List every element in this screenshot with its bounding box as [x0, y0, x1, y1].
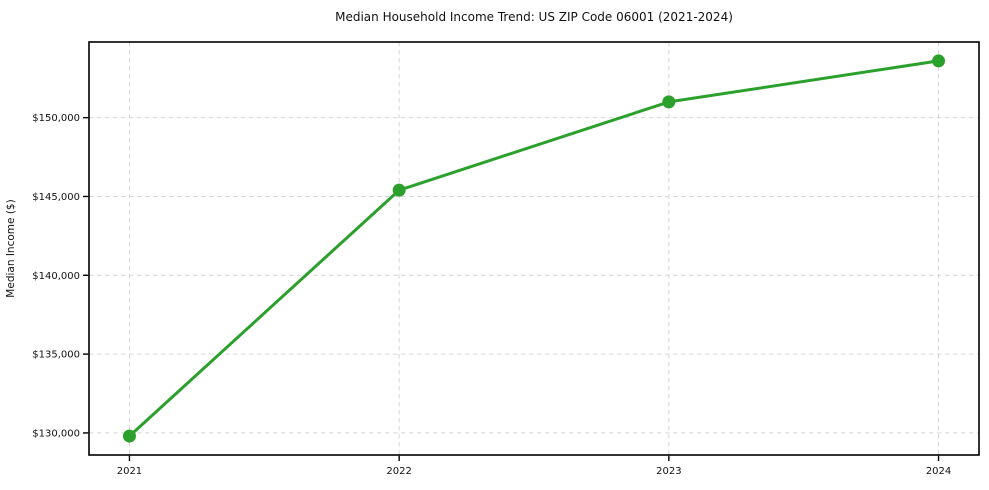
y-tick-label: $135,000 — [32, 350, 80, 361]
series-layer — [122, 54, 946, 443]
chart-title: Median Household Income Trend: US ZIP Co… — [335, 10, 733, 24]
data-point-2023 — [662, 95, 676, 109]
y-tick-label: $140,000 — [32, 271, 80, 282]
x-tick-label: 2024 — [926, 466, 951, 477]
data-point-2022 — [392, 183, 406, 197]
data-point-2024 — [932, 54, 946, 68]
plot-border — [88, 41, 980, 456]
y-tick-label: $130,000 — [32, 428, 80, 439]
y-axis-label: Median Income ($) — [5, 199, 17, 297]
x-tick-label: 2023 — [656, 466, 681, 477]
tick-label-layer: 2021 2022 2023 2024 $130,000 $135,000 $140,000… — [32, 113, 951, 477]
y-tick-label: $150,000 — [32, 113, 80, 124]
data-point-2021 — [122, 429, 136, 443]
grid-layer — [89, 42, 979, 455]
axes-layer — [83, 41, 980, 461]
x-tick-label: 2021 — [117, 466, 142, 477]
trend-line — [127, 59, 941, 438]
y-tick-label: $145,000 — [32, 192, 80, 203]
x-tick-label: 2022 — [386, 466, 411, 477]
